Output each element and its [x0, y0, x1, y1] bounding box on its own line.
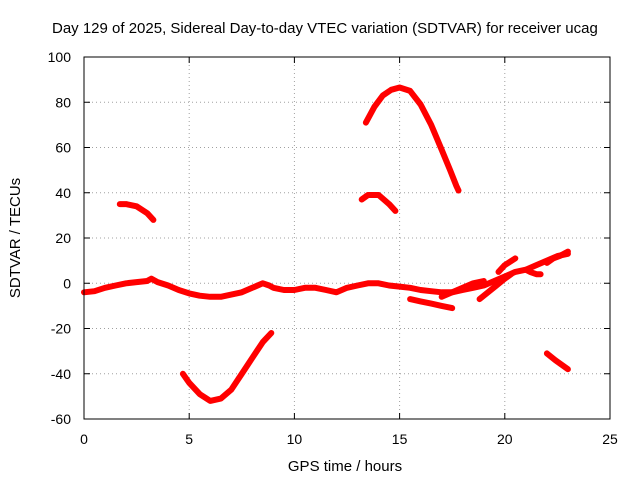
x-tick-label: 5 — [185, 431, 193, 447]
y-tick-label: -60 — [51, 411, 71, 427]
y-tick-label: 20 — [55, 230, 71, 246]
x-tick-label: 10 — [287, 431, 303, 447]
y-tick-label: 100 — [48, 49, 72, 65]
x-axis-title: GPS time / hours — [288, 458, 402, 475]
x-tick-label: 25 — [602, 431, 618, 447]
series-arc-main — [81, 250, 571, 300]
series-arc-rise-c — [543, 248, 571, 266]
series-arc-lower-b — [438, 278, 487, 300]
y-tick-label: -40 — [51, 366, 71, 382]
y-tick-label: 40 — [55, 185, 71, 201]
series-arc-mid — [358, 192, 399, 214]
y-axis-title: SDTVAR / TECUs — [7, 178, 24, 298]
data-series — [81, 84, 571, 404]
y-tick-label: -20 — [51, 321, 71, 337]
x-tick-label: 20 — [497, 431, 513, 447]
x-tick-label: 0 — [80, 431, 88, 447]
y-tick-label: 0 — [63, 275, 71, 291]
series-arc-deep — [179, 330, 275, 404]
x-tick-label: 15 — [392, 431, 408, 447]
series-arc-lower-c — [476, 271, 515, 303]
series-arc-small-left — [116, 201, 157, 223]
series-arc-rise-a — [495, 255, 519, 275]
series-arc-lower-a — [407, 296, 456, 312]
series-arc-far-right — [543, 350, 571, 373]
series-arc-high — [362, 84, 462, 194]
axis-ticks: 0 5 10 15 20 25 -60 -40 -20 0 20 40 60 80 100 — [48, 49, 618, 447]
y-tick-label: 80 — [55, 94, 71, 110]
chart-title: Day 129 of 2025, Sidereal Day-to-day VTE… — [52, 20, 598, 37]
series-arc-rise-b — [522, 266, 544, 278]
grid-lines — [84, 57, 610, 419]
y-tick-label: 60 — [55, 140, 71, 156]
